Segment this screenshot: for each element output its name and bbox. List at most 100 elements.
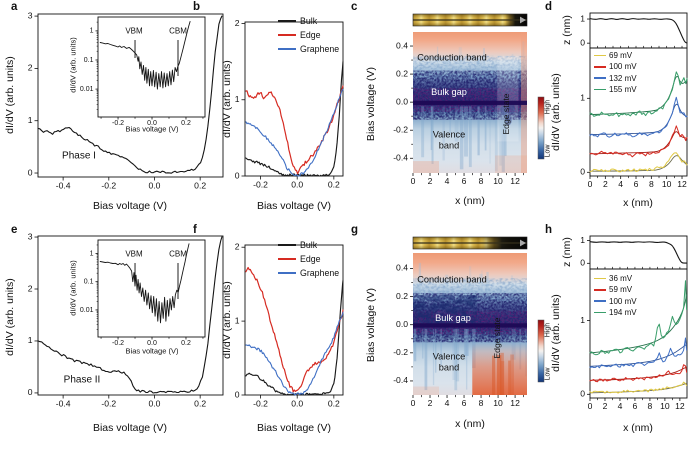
colorbar: [537, 96, 545, 160]
tick-label: 1: [90, 250, 94, 257]
tick-label: -0.2: [393, 347, 408, 357]
legend-item: Edge: [278, 254, 339, 264]
plot-frame: [589, 47, 688, 177]
plot-frame: [244, 21, 344, 177]
tick-label: 2: [28, 63, 33, 73]
tick-label: -0.2: [112, 120, 124, 127]
tick-label: 0.2: [396, 68, 408, 78]
tick-label: 3: [28, 231, 33, 241]
scan-arrow-icon: [520, 16, 526, 24]
legend-item: 155 mV: [594, 85, 637, 94]
legend-d: 69 mV 100 mV 132 mV 155 mV: [594, 51, 637, 97]
y-axis-label-e: dI/dV (arb. units): [4, 278, 16, 356]
tick-label: 0.2: [328, 179, 340, 189]
panel-letter-g: g: [351, 224, 359, 236]
conduction-band-label-c: Conduction band: [417, 52, 487, 63]
curve-phase2-spectrum: [37, 236, 223, 394]
colorbar-high-label-c: High: [544, 99, 552, 115]
legend-label: Bulk: [300, 16, 318, 26]
legend-item: Bulk: [278, 16, 339, 26]
tick-label: 1: [580, 235, 585, 245]
legend-line: [594, 77, 606, 80]
tick-label: 4: [618, 179, 623, 189]
tick-label: -0.4: [393, 375, 408, 385]
x-axis-label-b: Bias voltage (V): [256, 200, 332, 212]
panel-letter-a: a: [11, 1, 18, 13]
legend-label: Graphene: [300, 268, 340, 278]
tick-label: 1: [235, 315, 240, 325]
legend-f: Bulk Edge Graphene: [278, 240, 339, 282]
legend-h: 36 mV 59 mV 100 mV 194 mV: [594, 274, 637, 320]
tick-label: 0.2: [194, 398, 206, 408]
bulk-gap-label-c: Bulk gap: [431, 87, 467, 97]
legend-item: 100 mV: [594, 297, 637, 306]
tick-label: 2: [28, 283, 33, 293]
legend-label: Edge: [300, 30, 321, 40]
plot-frame: [589, 268, 688, 399]
legend-line: [278, 34, 296, 36]
legend-item: Graphene: [278, 44, 339, 54]
tick-label: 0: [235, 170, 240, 180]
tick-label: 1: [580, 93, 585, 103]
legend-line: [594, 300, 606, 303]
inset-y-axis-label-a: dI/dV (arb. units): [68, 37, 78, 93]
edge-state-line: [413, 323, 527, 328]
curve-fit-132mV: [589, 103, 688, 136]
tick-label: 0: [28, 387, 33, 397]
tick-label: 0.4: [396, 263, 408, 273]
tick-label: 1: [580, 315, 585, 325]
phase-label-a: Phase I: [62, 150, 96, 162]
tick-label: -0.2: [253, 179, 268, 189]
legend-item: 194 mV: [594, 308, 637, 317]
tick-label: 8: [648, 401, 653, 411]
tick-label: -0.4: [393, 153, 408, 163]
valence-band-label-g: Valence band: [432, 351, 466, 372]
y-axis-label-b: dI/dV (arb. units): [221, 60, 233, 138]
legend-b: Bulk Edge Graphene: [278, 16, 339, 58]
tick-label: -0.2: [112, 340, 124, 347]
z-axis-label-d: z (nm): [561, 15, 573, 45]
tick-label: 1: [28, 115, 33, 125]
y-axis-label-c: Bias voltage (V): [365, 66, 377, 142]
legend-line: [278, 244, 296, 246]
panel-letter-e: e: [11, 224, 18, 236]
panel-letter-f: f: [193, 224, 197, 236]
curve-phase2-log-spectrum: [99, 243, 190, 324]
tick-label: 6: [462, 398, 467, 408]
tick-label: 2: [603, 401, 608, 411]
tick-label: 1: [28, 335, 33, 345]
x-axis-label-f: Bias voltage (V): [256, 422, 332, 434]
tick-label: 1: [580, 13, 585, 23]
legend-line: [278, 272, 296, 274]
colorbar: [537, 319, 545, 383]
tick-label: 0.2: [194, 180, 206, 190]
legend-line: [278, 20, 296, 22]
tick-label: 2: [428, 398, 433, 408]
tick-label: 10: [493, 398, 503, 408]
tick-label: 8: [649, 179, 654, 189]
legend-item: 100 mV: [594, 62, 637, 71]
y-axis-label-d: dI/dV (arb. units): [550, 73, 562, 151]
curve-graphene: [245, 311, 344, 396]
tick-label: 0.2: [396, 291, 408, 301]
inset-x-axis-label-a: Bias voltage (V): [125, 124, 179, 134]
tick-label: 12: [677, 179, 687, 189]
legend-line: [594, 88, 606, 91]
legend-label: Graphene: [300, 44, 340, 54]
y-axis-label-f: dI/dV (arb. units): [221, 281, 233, 359]
legend-item: 59 mV: [594, 285, 637, 294]
curve-100mV: [589, 125, 688, 158]
legend-line: [594, 54, 606, 57]
legend-line: [594, 66, 606, 68]
tick-label: 0.2: [181, 120, 191, 127]
tick-label: 0: [588, 401, 593, 411]
legend-line: [594, 289, 606, 291]
edge-state-label-g: Edge state: [492, 317, 502, 359]
curve-155mV: [589, 71, 688, 118]
legend-item: 132 mV: [594, 74, 637, 83]
tick-label: -0.2: [253, 398, 268, 408]
legend-item: Edge: [278, 30, 339, 40]
tick-label: 0.2: [328, 398, 340, 408]
curve-z-profile: [589, 18, 688, 44]
